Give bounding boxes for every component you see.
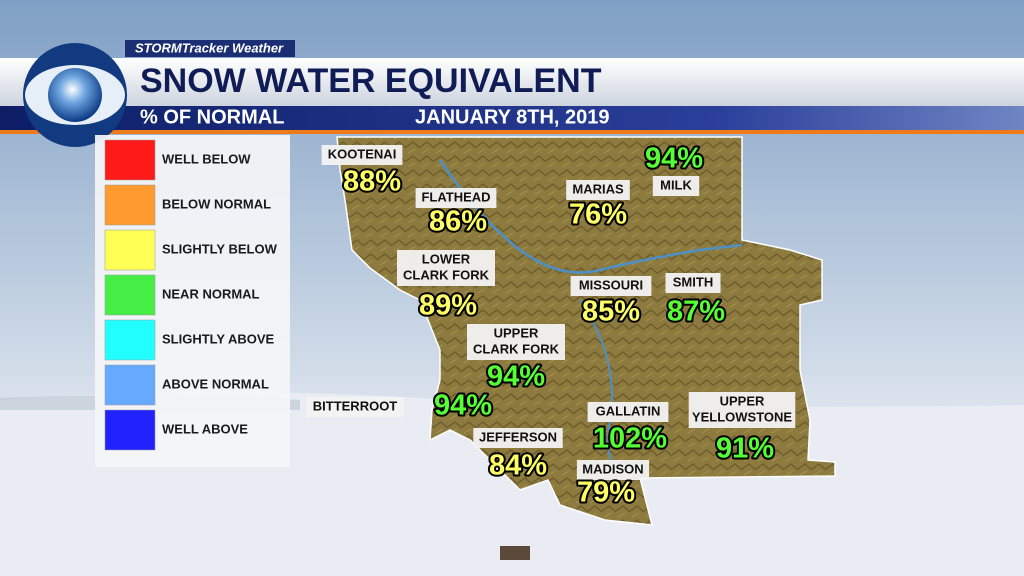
region-name: FLATHEAD bbox=[421, 189, 490, 204]
region-percent: 87% bbox=[667, 296, 725, 328]
region-name: SMITH bbox=[673, 274, 713, 289]
region-percent: 86% bbox=[429, 206, 487, 238]
region-name-box bbox=[415, 188, 497, 208]
legend-swatch bbox=[104, 229, 156, 271]
region-name: MILK bbox=[660, 177, 692, 192]
subtitle: % OF NORMAL bbox=[140, 106, 284, 128]
region-name-box bbox=[665, 273, 721, 293]
region-name: UPPER bbox=[494, 325, 539, 340]
legend-swatch bbox=[104, 184, 156, 226]
brand-bar bbox=[125, 40, 295, 57]
region-name-box bbox=[306, 397, 404, 417]
region-name: UPPER bbox=[720, 393, 765, 408]
legend-label: WELL ABOVE bbox=[162, 421, 248, 436]
region-name-box bbox=[321, 145, 403, 165]
region-name: GALLATIN bbox=[596, 403, 661, 418]
region-name-box bbox=[688, 392, 796, 428]
legend-label: BELOW NORMAL bbox=[162, 196, 271, 211]
region-name: CLARK FORK bbox=[473, 341, 560, 356]
river bbox=[438, 159, 743, 274]
region-name: BITTERROOT bbox=[313, 398, 398, 413]
title-bar bbox=[0, 58, 1024, 106]
region-name: LOWER bbox=[422, 251, 471, 266]
region-name: KOOTENAI bbox=[328, 146, 397, 161]
region-percent: 94% bbox=[487, 361, 545, 393]
region-percent: 88% bbox=[343, 166, 401, 198]
region-percent: 94% bbox=[434, 390, 492, 422]
legend-label: SLIGHTLY BELOW bbox=[162, 241, 278, 256]
region-name: MISSOURI bbox=[579, 277, 643, 292]
date: JANUARY 8TH, 2019 bbox=[415, 106, 610, 128]
region-name-box bbox=[473, 428, 563, 448]
region-name: CLARK FORK bbox=[403, 267, 490, 282]
legend-label: SLIGHTLY ABOVE bbox=[162, 331, 275, 346]
region-name-box bbox=[576, 460, 650, 480]
legend-swatch bbox=[104, 409, 156, 451]
subtitle-bar bbox=[0, 106, 1024, 130]
region-percent: 84% bbox=[489, 450, 547, 482]
logo-pupil bbox=[48, 68, 102, 122]
title: SNOW WATER EQUIVALENT bbox=[140, 62, 602, 100]
legend-swatch bbox=[104, 274, 156, 316]
legend-swatch bbox=[104, 319, 156, 361]
region-name-box bbox=[467, 324, 565, 360]
region-percent: 102% bbox=[593, 423, 667, 455]
legend-swatch bbox=[104, 364, 156, 406]
labels: WELL BELOW BELOW NORMAL SLIGHTLY BELOW NEAR… bbox=[104, 139, 796, 511]
region-name: MADISON bbox=[582, 461, 643, 476]
region-name-box bbox=[570, 276, 652, 296]
region-name: JEFFERSON bbox=[479, 429, 557, 444]
barn bbox=[500, 546, 530, 560]
region-name-box bbox=[652, 176, 700, 196]
region-name: YELLOWSTONE bbox=[692, 409, 792, 424]
region-percent: 89% bbox=[419, 290, 477, 322]
region-percent: 85% bbox=[582, 296, 640, 328]
brand: STORMTracker Weather bbox=[135, 40, 284, 55]
region-name-box bbox=[587, 402, 669, 422]
accent-line bbox=[0, 130, 1024, 134]
legend-label: ABOVE NORMAL bbox=[162, 376, 269, 391]
region-percent: 94% bbox=[645, 143, 703, 175]
legend-label: NEAR NORMAL bbox=[162, 286, 260, 301]
legend-label: WELL BELOW bbox=[162, 151, 251, 166]
region-percent: 79% bbox=[577, 477, 635, 509]
region-name-box bbox=[566, 180, 630, 200]
region-percent: 91% bbox=[716, 433, 774, 465]
legend-swatch bbox=[104, 139, 156, 181]
region-name: MARIAS bbox=[572, 181, 624, 196]
region-percent: 76% bbox=[569, 199, 627, 231]
region-name-box bbox=[397, 250, 495, 286]
